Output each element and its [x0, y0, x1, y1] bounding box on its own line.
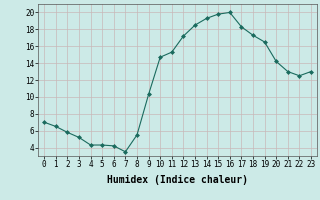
X-axis label: Humidex (Indice chaleur): Humidex (Indice chaleur) [107, 175, 248, 185]
